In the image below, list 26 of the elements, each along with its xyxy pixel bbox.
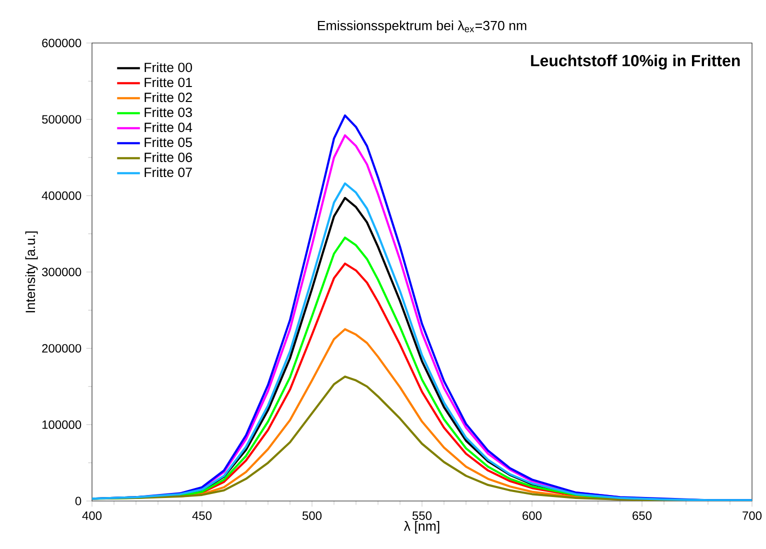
y-tick-label: 0 xyxy=(75,496,82,506)
x-tick-label: 500 xyxy=(302,511,322,520)
x-tick-label: 600 xyxy=(522,511,542,520)
chart-title: Emissionsspektrum bei λ$_{ex}$=370 nm xyxy=(318,20,526,33)
legend-label: Fritte 06 xyxy=(144,152,192,162)
legend-label: Fritte 05 xyxy=(144,137,192,148)
x-tick-label: 700 xyxy=(742,511,762,520)
legend-label: Fritte 00 xyxy=(144,62,192,72)
x-axis-title: λ [nm] xyxy=(404,521,440,534)
y-tick-label: 200000 xyxy=(42,344,82,353)
y-tick-label: 100000 xyxy=(42,420,82,429)
x-tick-label: 650 xyxy=(632,511,652,520)
legend-label: Fritte 01 xyxy=(144,77,192,88)
y-tick-label: 300000 xyxy=(42,268,82,276)
x-tick-label: 400 xyxy=(82,511,102,520)
y-tick-label: 400000 xyxy=(42,191,82,200)
y-tick-label: 500000 xyxy=(42,115,82,124)
legend-label: Fritte 02 xyxy=(144,92,192,102)
x-tick-label: 550 xyxy=(412,511,432,520)
annotation: Leuchtstoff 10%ig in Fritten xyxy=(531,54,740,70)
y-tick-label: 600000 xyxy=(42,38,82,48)
y-axis-title: Intensity [a.u.] xyxy=(25,231,38,312)
legend-label: Fritte 04 xyxy=(144,122,192,132)
legend-label: Fritte 07 xyxy=(144,167,192,178)
legend-label: Fritte 03 xyxy=(144,107,192,118)
x-tick-label: 450 xyxy=(192,511,212,520)
